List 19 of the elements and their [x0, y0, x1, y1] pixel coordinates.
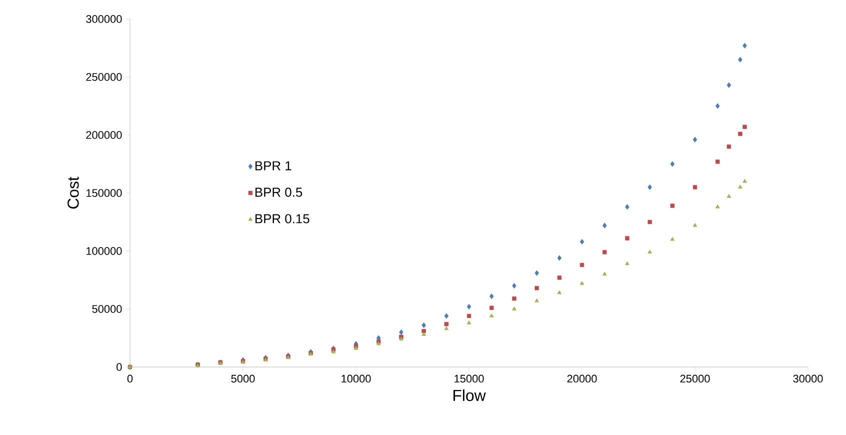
legend-label: BPR 0.15	[255, 214, 310, 224]
y-axis-title: Cost	[68, 176, 79, 209]
legend-label: BPR 1	[255, 161, 292, 170]
x-axis-title: Flow	[453, 389, 486, 402]
x-tick-label: 10000	[342, 374, 371, 383]
y-tick-label: 150000	[86, 189, 122, 197]
y-tick-label: 250000	[86, 73, 122, 81]
y-tick-label: 50000	[92, 305, 122, 313]
x-tick-label: 0	[127, 374, 133, 383]
y-tick-label: 100000	[86, 247, 122, 255]
x-tick-label: 25000	[680, 374, 710, 383]
y-tick-label: 300000	[86, 15, 122, 23]
x-tick-label: 15000	[454, 374, 484, 383]
legend-label: BPR 0.5	[255, 188, 302, 197]
x-tick-label: 5000	[231, 374, 255, 383]
x-tick-label: 20000	[567, 374, 597, 383]
y-tick-label: 200000	[86, 131, 122, 139]
x-tick-label: 30000	[793, 374, 823, 383]
y-tick-label: 0	[116, 363, 122, 371]
